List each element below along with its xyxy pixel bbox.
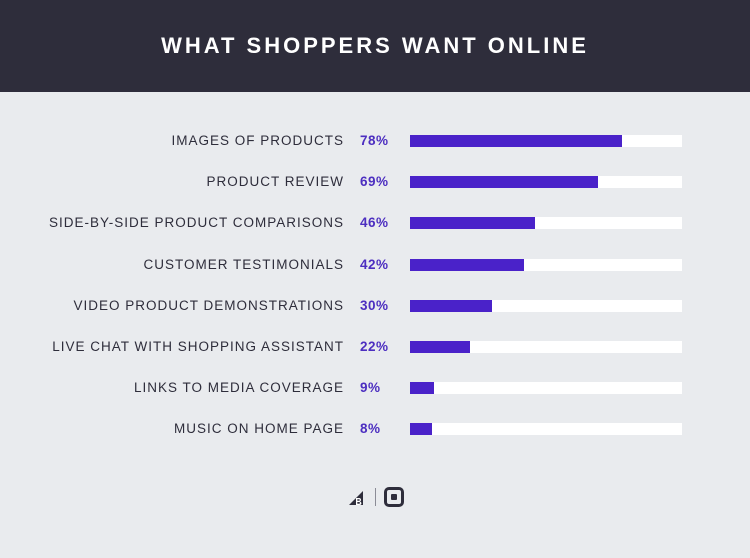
- bar-track: [410, 423, 682, 436]
- bar-value-label: 69%: [360, 174, 389, 190]
- bar-category-label: LINKS TO MEDIA COVERAGE: [133, 380, 344, 396]
- bar: [410, 382, 434, 395]
- bar-track: [410, 217, 682, 230]
- bar-row: MUSIC ON HOME PAGE 8%: [0, 419, 750, 439]
- bar-value-label: 9%: [360, 380, 381, 396]
- bar-category-label: CUSTOMER TESTIMONIALS: [143, 256, 344, 272]
- bar: [410, 217, 535, 230]
- bar-category-label: MUSIC ON HOME PAGE: [173, 421, 344, 437]
- bar-category-label: IMAGES OF PRODUCTS: [171, 133, 344, 148]
- bar-row: SIDE-BY-SIDE PRODUCT COMPARISONS 46%: [0, 213, 750, 233]
- bar-value-label: 78%: [360, 133, 389, 148]
- bar: [410, 135, 622, 147]
- square-logo-icon: [383, 487, 404, 507]
- bar-value-label: 42%: [360, 256, 389, 272]
- bar-value-label: 8%: [360, 421, 381, 437]
- bar-row: IMAGES OF PRODUCTS 78%: [0, 131, 750, 151]
- bar-category-label: PRODUCT REVIEW: [206, 174, 344, 190]
- bigcommerce-logo-icon: [348, 491, 363, 505]
- bar-chart: IMAGES OF PRODUCTS 78% PRODUCT REVIEW 69% SI…: [0, 92, 750, 472]
- bar: [410, 423, 432, 436]
- chart-title: WHAT SHOPPERS WANT ONLINE: [161, 33, 589, 58]
- bar: [410, 299, 492, 312]
- bar-track: [410, 135, 682, 147]
- bar-row: PRODUCT REVIEW 69%: [0, 172, 750, 192]
- bar-value-label: 30%: [360, 297, 389, 313]
- bar-category-label: SIDE-BY-SIDE PRODUCT COMPARISONS: [48, 215, 344, 231]
- bar-track: [410, 382, 682, 395]
- bar-track: [410, 299, 682, 312]
- bar-row: LIVE CHAT WITH SHOPPING ASSISTANT 22%: [0, 337, 750, 357]
- bar-track: [410, 176, 682, 189]
- bar-row: CUSTOMER TESTIMONIALS 42%: [0, 255, 750, 275]
- bar-value-label: 22%: [360, 339, 389, 354]
- bar-value-label: 46%: [360, 215, 389, 231]
- bar: [410, 341, 470, 353]
- bar-track: [410, 341, 682, 353]
- bar-row: LINKS TO MEDIA COVERAGE 9%: [0, 378, 750, 398]
- chart-header: WHAT SHOPPERS WANT ONLINE: [0, 0, 750, 92]
- bar: [410, 258, 524, 271]
- bar: [410, 176, 598, 189]
- bar-category-label: VIDEO PRODUCT DEMONSTRATIONS: [73, 297, 344, 313]
- footer-logos: [0, 486, 750, 508]
- logo-divider: [374, 488, 376, 506]
- bar-track: [410, 258, 682, 271]
- bar-row: VIDEO PRODUCT DEMONSTRATIONS 30%: [0, 296, 750, 316]
- bar-category-label: LIVE CHAT WITH SHOPPING ASSISTANT: [52, 339, 344, 354]
